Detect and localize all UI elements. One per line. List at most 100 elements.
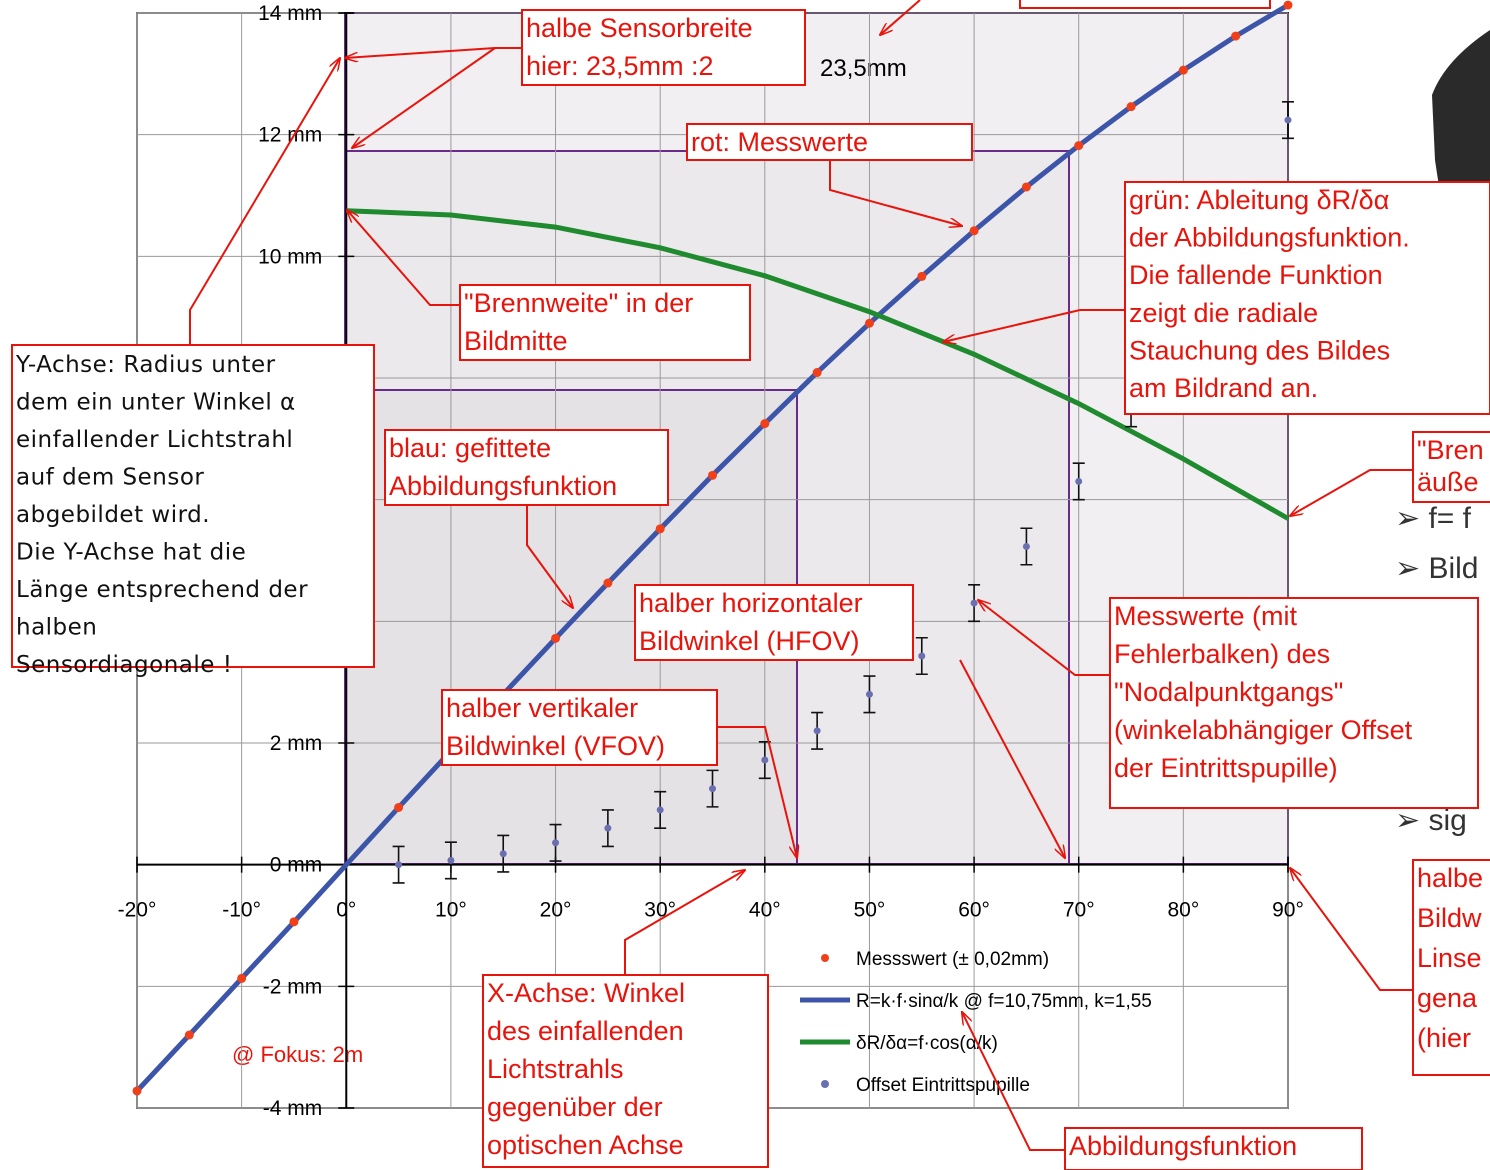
- data-point: [917, 271, 927, 281]
- legend-swatch: [821, 1080, 829, 1088]
- legend-label: Offset Eintrittspupille: [856, 1075, 1030, 1096]
- legend-label: δR/δα=f·cos(α/k): [856, 1033, 998, 1054]
- error-point: [811, 711, 824, 750]
- annotation-text: optischen Achse: [487, 1130, 684, 1160]
- annotation-text: abgebildet wird.: [16, 502, 210, 528]
- annotation-text: X-Achse: Winkel: [487, 978, 685, 1008]
- annotation-frame: [1109, 597, 1479, 809]
- x-tick-label: -10°: [222, 899, 261, 922]
- error-point: [601, 809, 614, 848]
- annotation-arrow: [943, 309, 1125, 342]
- annotation-text: "Brennweite" in der: [464, 288, 693, 318]
- legend-label: Messswert (± 0,02mm): [856, 949, 1049, 970]
- annotation-text: rot: Messwerte: [691, 127, 868, 157]
- data-point: [1126, 102, 1136, 112]
- annotation-arrow: [962, 1012, 1065, 1151]
- annotation-text: zeigt die radiale: [1129, 298, 1318, 328]
- annotation-box: halbe Sensorbreite hier: 23,5mm :2: [521, 9, 806, 86]
- data-point: [394, 802, 404, 812]
- annotation-frame: [686, 123, 973, 161]
- annotation-text: gena: [1417, 983, 1478, 1013]
- data-point: [655, 524, 665, 534]
- annotation-arrow: [1290, 469, 1413, 516]
- legend-item: R=k·f·sinα/k @ f=10,75mm, k=1,55: [800, 991, 1152, 1012]
- annotation-frame: [1064, 1127, 1363, 1170]
- data-point: [1022, 543, 1030, 551]
- annotation-text: Lichtstrahls: [487, 1054, 624, 1084]
- annotation-box: "Brennweite" in der Bildmitte: [459, 284, 751, 361]
- data-point: [969, 226, 979, 236]
- annotation-text: blau: gefittete: [389, 433, 551, 463]
- annotation-text: am Bildrand an.: [1129, 373, 1318, 403]
- data-point: [1283, 0, 1293, 10]
- annotation-box: halbe Bildw Linse gena (hier: [1412, 859, 1490, 1076]
- annotation-arrow: [829, 160, 962, 226]
- annotation-text: einfallender Lichtstrahl: [16, 427, 293, 453]
- annotation-text: des einfallenden: [487, 1016, 684, 1046]
- data-point: [708, 470, 717, 480]
- legend-item: Offset Eintrittspupille: [821, 1075, 1030, 1096]
- annotation-text: Messwerte (mit: [1114, 601, 1298, 631]
- legend-item: Messswert (± 0,02mm): [821, 949, 1049, 970]
- bullet: ➢ f= f: [1395, 502, 1472, 535]
- data-point: [865, 690, 873, 698]
- legend-swatch: [821, 954, 829, 962]
- annotation-frame: [1019, 0, 1271, 9]
- data-point: [395, 861, 403, 869]
- annotation-box: rot: Messwerte: [686, 123, 973, 161]
- annotation-arrow: [526, 505, 573, 608]
- annotation-arrow: [880, 0, 921, 35]
- data-point: [551, 633, 561, 643]
- annotation-text: der Eintrittspupille): [1114, 753, 1338, 783]
- annotation-box: X-Achse: Winkel des einfallenden Lichtstra…: [482, 974, 769, 1168]
- error-point: [915, 636, 928, 676]
- annotation-text: Abbildungsfunktion: [1069, 1131, 1297, 1161]
- x-tick-label: -20°: [118, 899, 157, 922]
- x-tick-label: 60°: [958, 899, 990, 922]
- annotation-frame: [482, 974, 769, 1168]
- data-point: [1074, 141, 1084, 151]
- annotation-text: (hier: [1417, 1023, 1471, 1053]
- annotation-frame: [459, 284, 751, 361]
- data-point: [1075, 477, 1083, 485]
- annotation-box: Messwerte (mit Fehlerbalken) des "Nodalpun…: [1109, 597, 1479, 809]
- annotation-arrow: [347, 210, 460, 306]
- legend-item: δR/δα=f·cos(α/k): [800, 1033, 998, 1054]
- data-point: [499, 850, 507, 858]
- data-point: [656, 806, 664, 814]
- y-tick-label: 12 mm: [258, 124, 322, 147]
- annotation-arrow: [624, 870, 745, 975]
- error-point: [1072, 462, 1085, 501]
- annotation-text: Bildw: [1417, 903, 1482, 933]
- y-tick-label: 10 mm: [258, 245, 322, 268]
- annotation-frame: [441, 689, 718, 766]
- annotation-text: "Nodalpunktgangs": [1114, 677, 1343, 707]
- annotation-text: gegenüber der: [487, 1092, 663, 1122]
- annotation-text: hier: 23,5mm :2: [526, 51, 714, 81]
- annotation-text: Die Y-Achse hat die: [16, 540, 246, 566]
- data-point: [864, 318, 874, 328]
- data-point: [237, 973, 247, 983]
- annotation-text: (winkelabhängiger Offset: [1114, 715, 1413, 745]
- data-point: [603, 578, 613, 588]
- data-point: [1284, 116, 1292, 124]
- data-point: [812, 368, 822, 378]
- annotation-text: Linse: [1417, 943, 1482, 973]
- annotation-box: blau: gefittete Abbildungsfunktion: [384, 429, 669, 506]
- x-tick-label: 90°: [1272, 899, 1304, 922]
- y-tick-label: 14 mm: [258, 2, 322, 25]
- error-point: [654, 790, 667, 829]
- annotation-box: Abbildungsfunktion: [1064, 1127, 1363, 1170]
- annotation-frame: [1412, 431, 1490, 503]
- data-point: [970, 599, 978, 607]
- annotation-frame: [634, 584, 914, 661]
- data-point: [552, 839, 560, 847]
- annotation-box: halber horizontaler Bildwinkel (HFOV): [634, 584, 914, 661]
- legend-label: R=k·f·sinα/k @ f=10,75mm, k=1,55: [856, 991, 1152, 1012]
- annotation-text: Fehlerbalken) des: [1114, 639, 1330, 669]
- annotation-text: halbe: [1417, 863, 1483, 893]
- annotation-arrow: [978, 600, 1110, 676]
- annotation-frame: [384, 429, 669, 506]
- data-point: [918, 652, 926, 660]
